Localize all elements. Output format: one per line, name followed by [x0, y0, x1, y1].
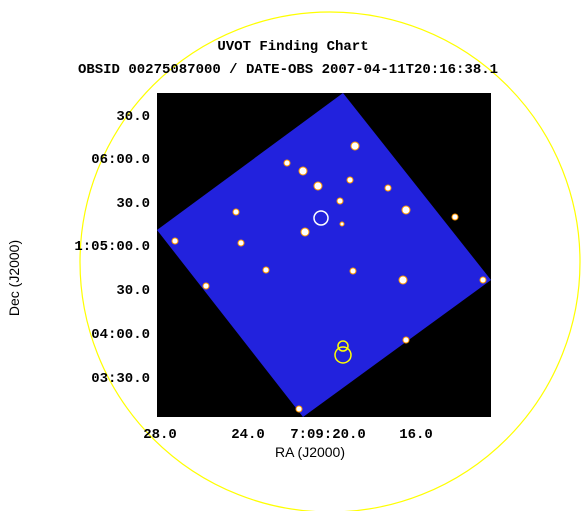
y-axis-label: Dec (J2000)	[6, 240, 22, 316]
y-tick-label: 03:30.0	[91, 371, 150, 387]
source-marker	[334, 346, 352, 364]
x-tick-label: 28.0	[143, 427, 177, 443]
x-tick-label: 24.0	[231, 427, 265, 443]
y-tick-label: 1:05:00.0	[74, 239, 150, 255]
y-tick-label: 30.0	[116, 196, 150, 212]
field-circle	[79, 11, 581, 511]
y-tick-label: 04:00.0	[91, 327, 150, 343]
source-marker	[337, 340, 349, 352]
y-tick-label: 30.0	[116, 109, 150, 125]
x-tick-label: 7:09:20.0	[290, 427, 366, 443]
subtitle: OBSID 00275087000 / DATE-OBS 2007-04-11T…	[78, 62, 498, 78]
y-tick-label: 30.0	[116, 283, 150, 299]
title: UVOT Finding Chart	[217, 39, 368, 55]
stars	[171, 141, 487, 413]
y-tick-label: 06:00.0	[91, 152, 150, 168]
source-marker	[313, 210, 329, 226]
x-tick-label: 16.0	[399, 427, 433, 443]
x-axis-label: RA (J2000)	[275, 444, 345, 460]
uvot-image	[157, 93, 491, 417]
